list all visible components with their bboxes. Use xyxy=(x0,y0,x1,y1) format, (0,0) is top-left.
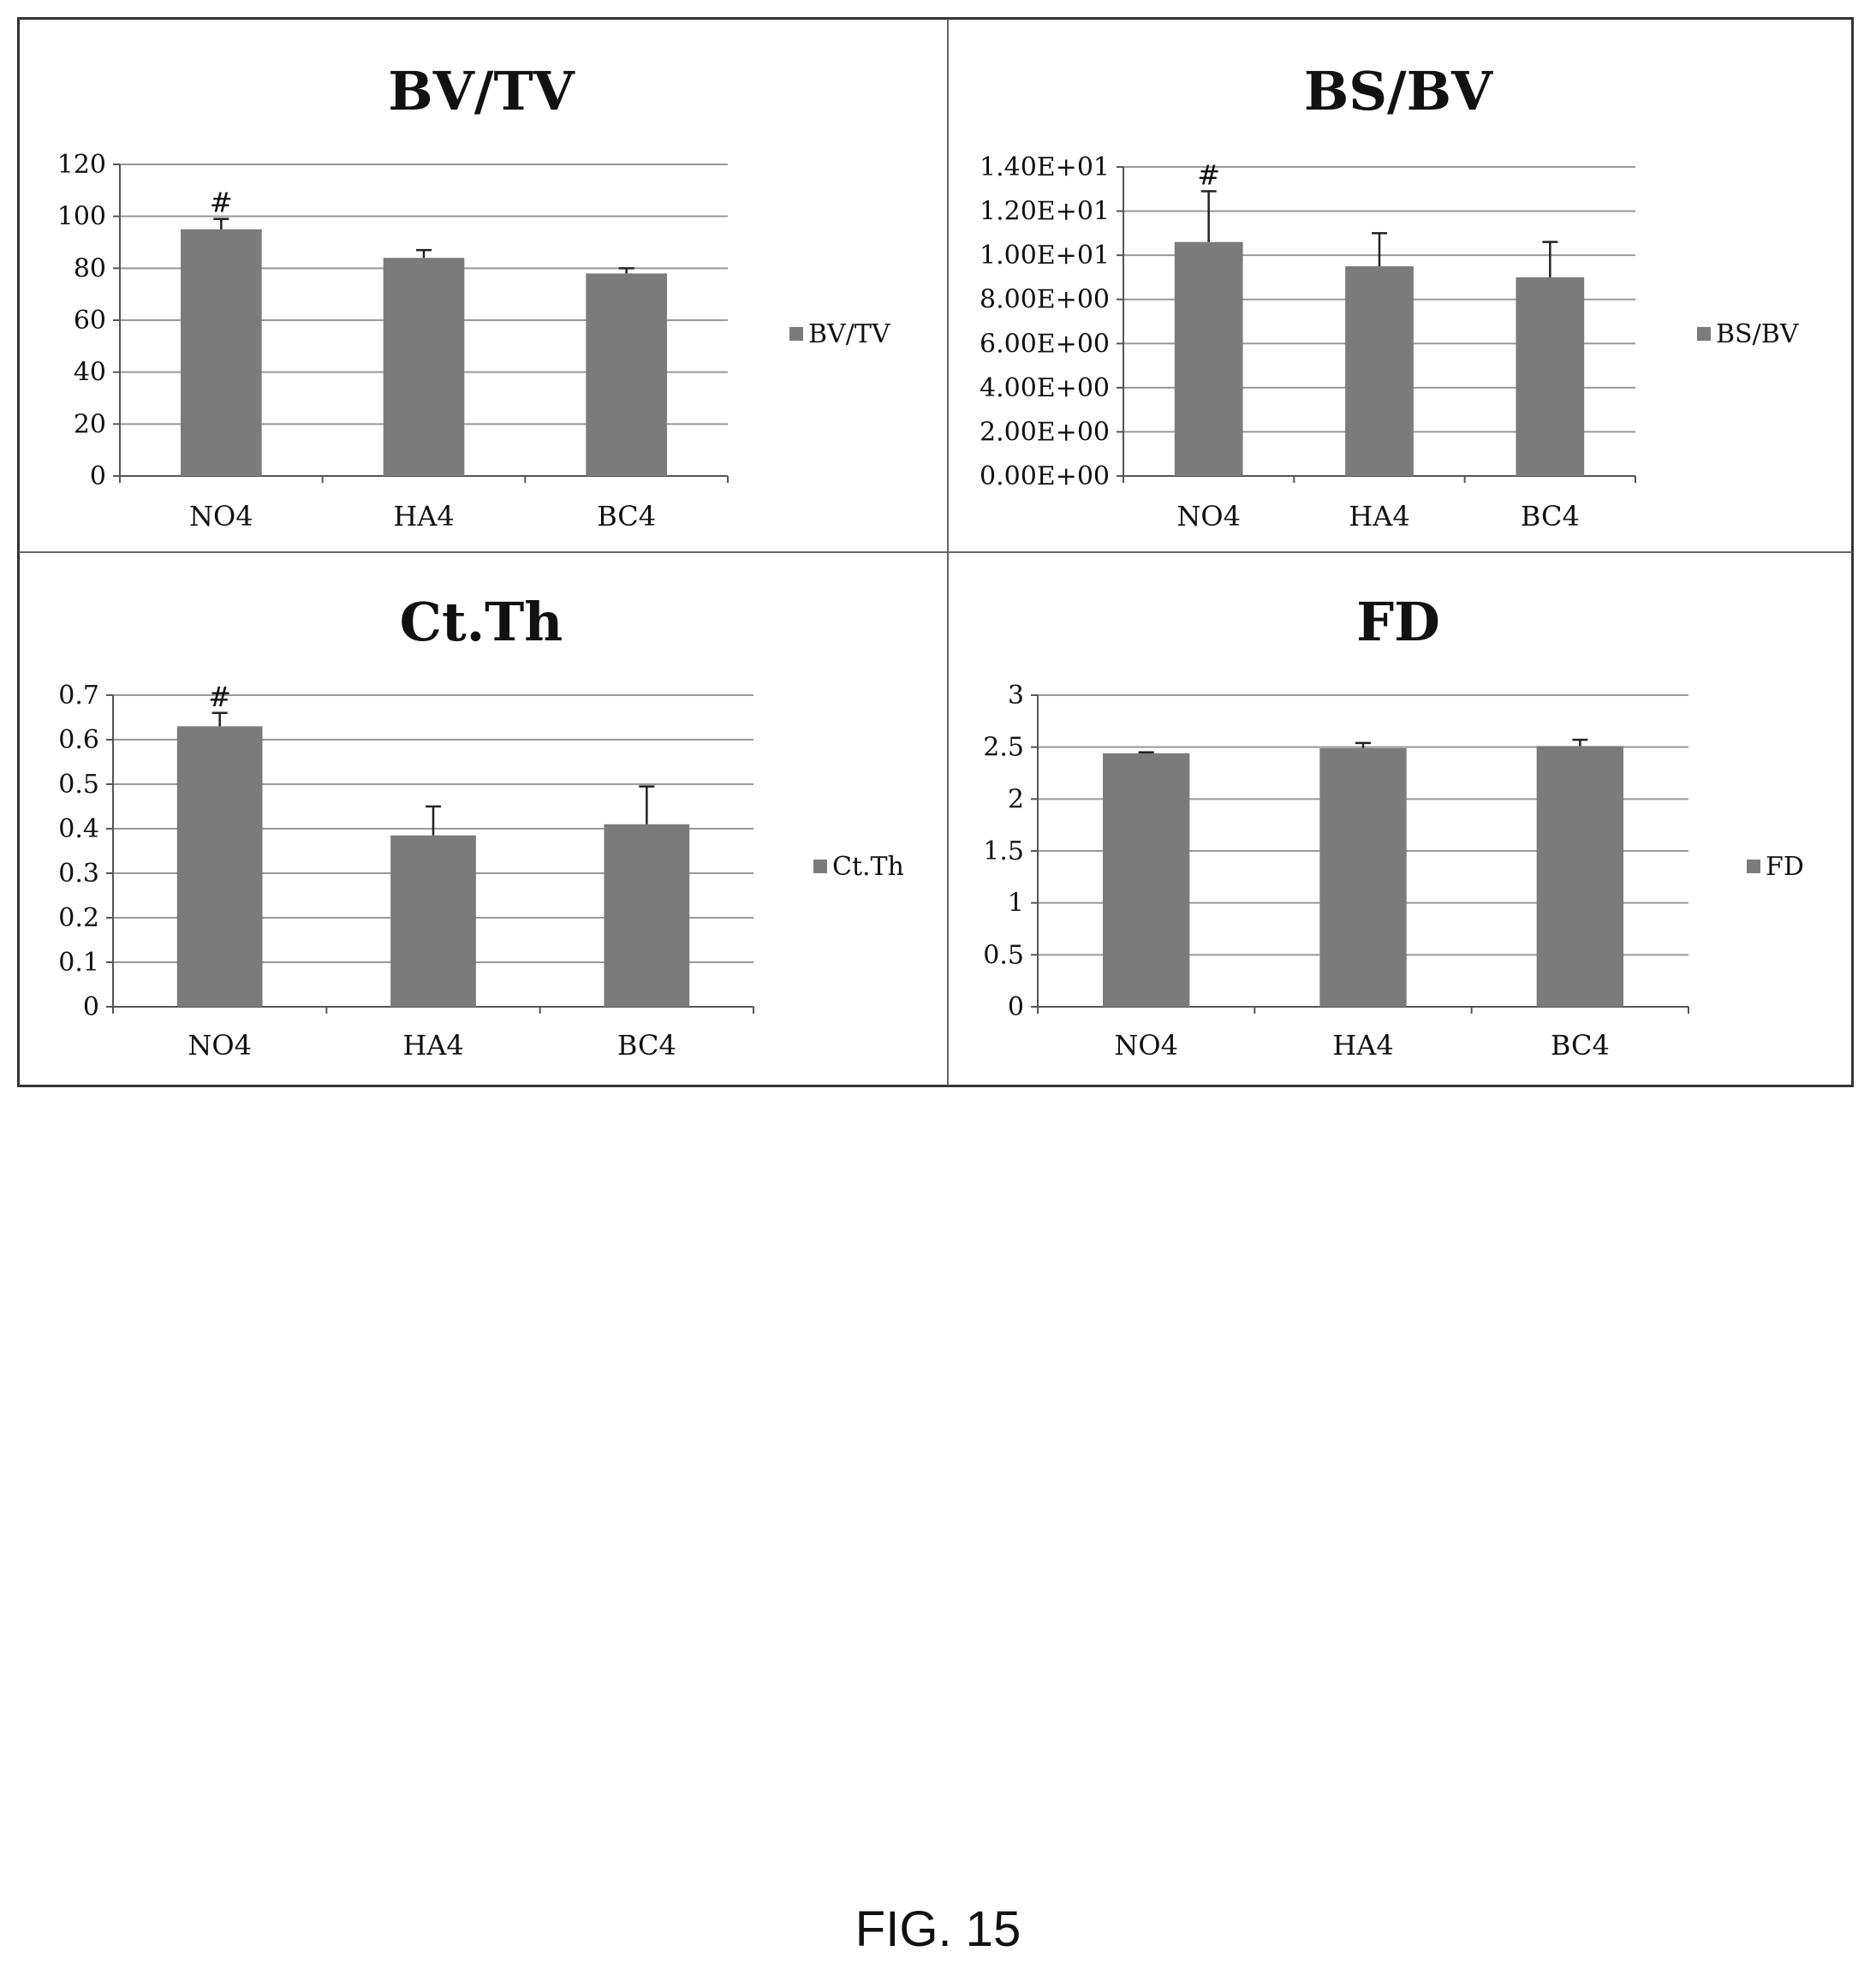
y-tick-label: 3 xyxy=(1008,681,1024,711)
y-tick-label: 100 xyxy=(57,202,106,232)
bar-bc4 xyxy=(604,824,690,1007)
chart-title: Ct.Th xyxy=(400,591,563,653)
x-category-label: BC4 xyxy=(617,1029,676,1062)
bar-ha4 xyxy=(390,835,476,1007)
y-tick-label: 1.40E+01 xyxy=(980,152,1110,182)
legend-swatch xyxy=(813,860,827,873)
y-tick-label: 2 xyxy=(1008,784,1024,814)
x-category-label: NO4 xyxy=(1176,500,1241,532)
legend-label: BS/BV xyxy=(1716,319,1800,349)
y-tick-label: 6.00E+00 xyxy=(980,329,1110,359)
y-tick-label: 120 xyxy=(57,150,106,180)
chart-title: BV/TV xyxy=(388,60,575,122)
y-tick-label: 0.2 xyxy=(58,903,99,933)
y-tick-label: 0.7 xyxy=(58,681,99,711)
bar-no4 xyxy=(1174,241,1243,476)
y-tick-label: 4.00E+00 xyxy=(980,373,1110,403)
x-category-label: NO4 xyxy=(188,1029,252,1062)
significance-marker: # xyxy=(210,187,233,219)
legend-label: Ct.Th xyxy=(832,852,904,882)
y-tick-label: 80 xyxy=(74,253,106,283)
y-tick-label: 0.6 xyxy=(58,725,99,755)
legend-label: FD xyxy=(1766,852,1804,882)
y-tick-label: 20 xyxy=(74,409,106,439)
chart-title: FD xyxy=(1356,591,1440,653)
legend-label: BV/TV xyxy=(808,319,891,349)
y-tick-label: 0 xyxy=(90,461,106,491)
y-tick-label: 0.4 xyxy=(58,814,99,844)
figure-caption: FIG. 15 xyxy=(855,1901,1021,1957)
y-tick-label: 40 xyxy=(74,358,106,388)
legend-swatch xyxy=(1697,327,1711,341)
y-tick-label: 60 xyxy=(74,306,106,336)
bar-ha4 xyxy=(1319,747,1407,1007)
x-category-label: BC4 xyxy=(1521,500,1580,532)
chart-title: BS/BV xyxy=(1304,60,1493,122)
x-category-label: NO4 xyxy=(189,500,253,532)
bar-ha4 xyxy=(383,258,465,476)
y-tick-label: 0.1 xyxy=(58,948,99,978)
figure-frame xyxy=(17,17,1854,1087)
y-tick-label: 2.5 xyxy=(983,733,1024,763)
y-tick-label: 8.00E+00 xyxy=(980,285,1110,315)
y-tick-label: 2.00E+00 xyxy=(980,417,1110,447)
y-tick-label: 0 xyxy=(1008,992,1024,1022)
bar-no4 xyxy=(181,229,262,476)
bar-bc4 xyxy=(1536,746,1623,1007)
bar-no4 xyxy=(1103,753,1190,1007)
bar-no4 xyxy=(176,726,263,1007)
x-category-label: HA4 xyxy=(402,1029,463,1062)
x-category-label: HA4 xyxy=(1349,500,1409,532)
bar-bc4 xyxy=(586,273,667,476)
y-tick-label: 1.20E+01 xyxy=(980,197,1110,227)
y-tick-label: 0.3 xyxy=(58,859,99,889)
y-tick-label: 0.5 xyxy=(58,770,99,800)
x-category-label: BC4 xyxy=(1551,1029,1610,1062)
y-tick-label: 0.00E+00 xyxy=(980,461,1110,491)
x-category-label: HA4 xyxy=(1332,1029,1393,1062)
y-tick-label: 0.5 xyxy=(983,940,1024,970)
x-category-label: NO4 xyxy=(1114,1029,1178,1062)
y-tick-label: 1.5 xyxy=(983,836,1024,866)
y-tick-label: 1 xyxy=(1008,889,1024,919)
y-tick-label: 1.00E+01 xyxy=(980,241,1110,271)
significance-marker: # xyxy=(1197,158,1220,191)
bar-bc4 xyxy=(1516,277,1585,476)
legend-swatch xyxy=(789,327,803,341)
x-category-label: HA4 xyxy=(393,500,454,532)
x-category-label: BC4 xyxy=(597,500,656,532)
significance-marker: # xyxy=(208,681,231,713)
bar-ha4 xyxy=(1345,266,1414,476)
y-tick-label: 0 xyxy=(83,992,99,1022)
legend-swatch xyxy=(1747,860,1760,873)
